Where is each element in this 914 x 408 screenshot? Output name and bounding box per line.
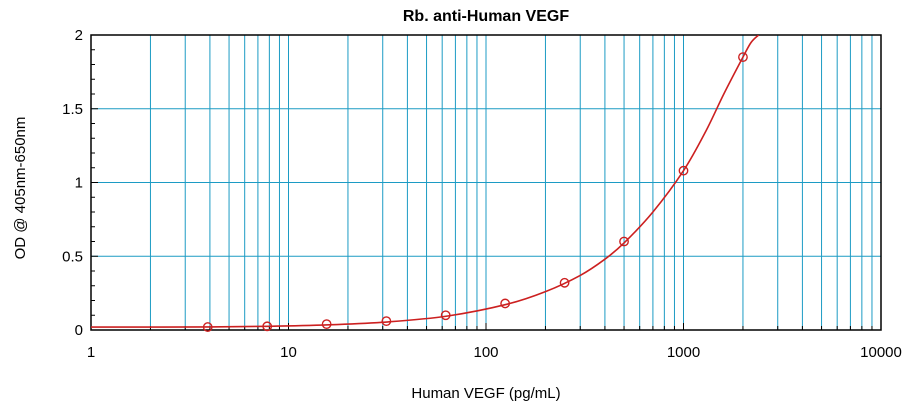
x-tick-label: 1000 <box>667 344 700 361</box>
axes <box>90 34 882 331</box>
data-point <box>321 319 332 329</box>
data-point <box>559 277 570 288</box>
y-tick-label: 0 <box>75 322 83 339</box>
tick-labels: 1 10 100 1000 10000 0 0.5 1 1.5 2 <box>62 27 902 361</box>
y-axis-label: OD @ 405nm-650nm <box>12 117 29 260</box>
data-point <box>738 52 748 63</box>
x-axis-label: Human VEGF (pg/mL) <box>411 385 560 402</box>
data-point <box>619 236 629 247</box>
x-tick-label: 100 <box>473 344 498 361</box>
x-tick-label: 1 <box>87 344 95 361</box>
data-point <box>678 165 689 176</box>
fit-curve-layer <box>91 35 760 328</box>
chart-title: Rb. anti-Human VEGF <box>403 8 569 25</box>
data-point <box>440 310 451 321</box>
y-tick-label: 1.5 <box>62 101 83 118</box>
y-tick-label: 2 <box>75 27 83 44</box>
grid-lines <box>91 35 881 330</box>
fit-curve <box>91 35 760 328</box>
data-point <box>202 322 213 332</box>
y-tick-label: 1 <box>75 175 83 192</box>
data-point <box>381 316 392 327</box>
data-point <box>500 298 511 309</box>
y-tick-label: 0.5 <box>62 248 83 265</box>
data-point <box>262 321 273 332</box>
x-tick-label: 10000 <box>860 344 902 361</box>
data-points <box>202 52 748 332</box>
x-tick-label: 10 <box>280 344 297 361</box>
